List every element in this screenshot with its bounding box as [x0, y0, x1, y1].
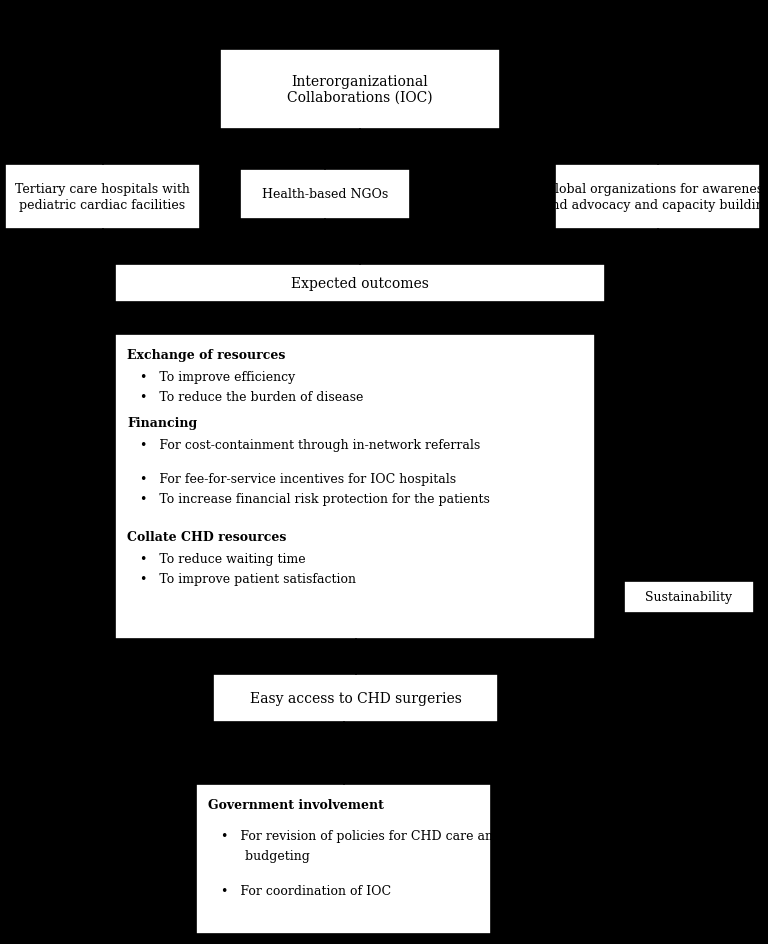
- Text: •   To increase financial risk protection for the patients: • To increase financial risk protection …: [140, 493, 490, 505]
- Text: Interorganizational
Collaborations (IOC): Interorganizational Collaborations (IOC): [287, 75, 433, 105]
- Text: •   For cost-containment through in-network referrals: • For cost-containment through in-networ…: [140, 439, 480, 451]
- Text: budgeting: budgeting: [221, 849, 310, 862]
- Bar: [115, 264, 605, 303]
- Text: •   For revision of policies for CHD care and: • For revision of policies for CHD care …: [221, 829, 502, 842]
- Bar: [5, 165, 200, 229]
- Text: •   For coordination of IOC: • For coordination of IOC: [221, 885, 391, 897]
- Bar: [240, 170, 410, 220]
- Text: Expected outcomes: Expected outcomes: [291, 277, 429, 291]
- Bar: [196, 784, 491, 934]
- Text: Exchange of resources: Exchange of resources: [127, 348, 286, 362]
- Text: Global organizations for awareness
and advocacy and capacity building: Global organizations for awareness and a…: [544, 183, 768, 211]
- Text: Health-based NGOs: Health-based NGOs: [262, 188, 388, 201]
- Text: Easy access to CHD surgeries: Easy access to CHD surgeries: [250, 691, 462, 705]
- Bar: [220, 50, 500, 130]
- Text: Tertiary care hospitals with
pediatric cardiac facilities: Tertiary care hospitals with pediatric c…: [15, 183, 190, 211]
- Bar: [555, 165, 760, 229]
- Text: •   To reduce the burden of disease: • To reduce the burden of disease: [140, 391, 363, 404]
- Text: Government involvement: Government involvement: [208, 799, 384, 811]
- Text: •   To improve efficiency: • To improve efficiency: [140, 371, 295, 383]
- Bar: [213, 674, 498, 722]
- Text: •   For fee-for-service incentives for IOC hospitals: • For fee-for-service incentives for IOC…: [140, 473, 456, 485]
- Text: Financing: Financing: [127, 416, 197, 430]
- Bar: [115, 334, 595, 639]
- Text: •   To improve patient satisfaction: • To improve patient satisfaction: [140, 572, 356, 585]
- Text: Sustainability: Sustainability: [645, 591, 733, 604]
- Text: •   To reduce waiting time: • To reduce waiting time: [140, 552, 306, 565]
- Text: Collate CHD resources: Collate CHD resources: [127, 531, 286, 544]
- Bar: [624, 582, 754, 614]
